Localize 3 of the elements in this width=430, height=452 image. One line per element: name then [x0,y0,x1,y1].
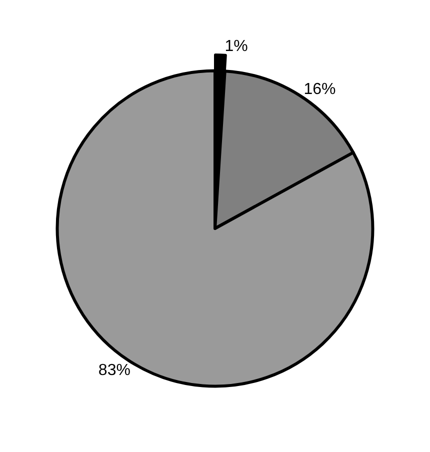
data-label: 1% [224,38,248,56]
data-label: 16% [304,80,336,98]
data-label: 83% [98,362,130,380]
